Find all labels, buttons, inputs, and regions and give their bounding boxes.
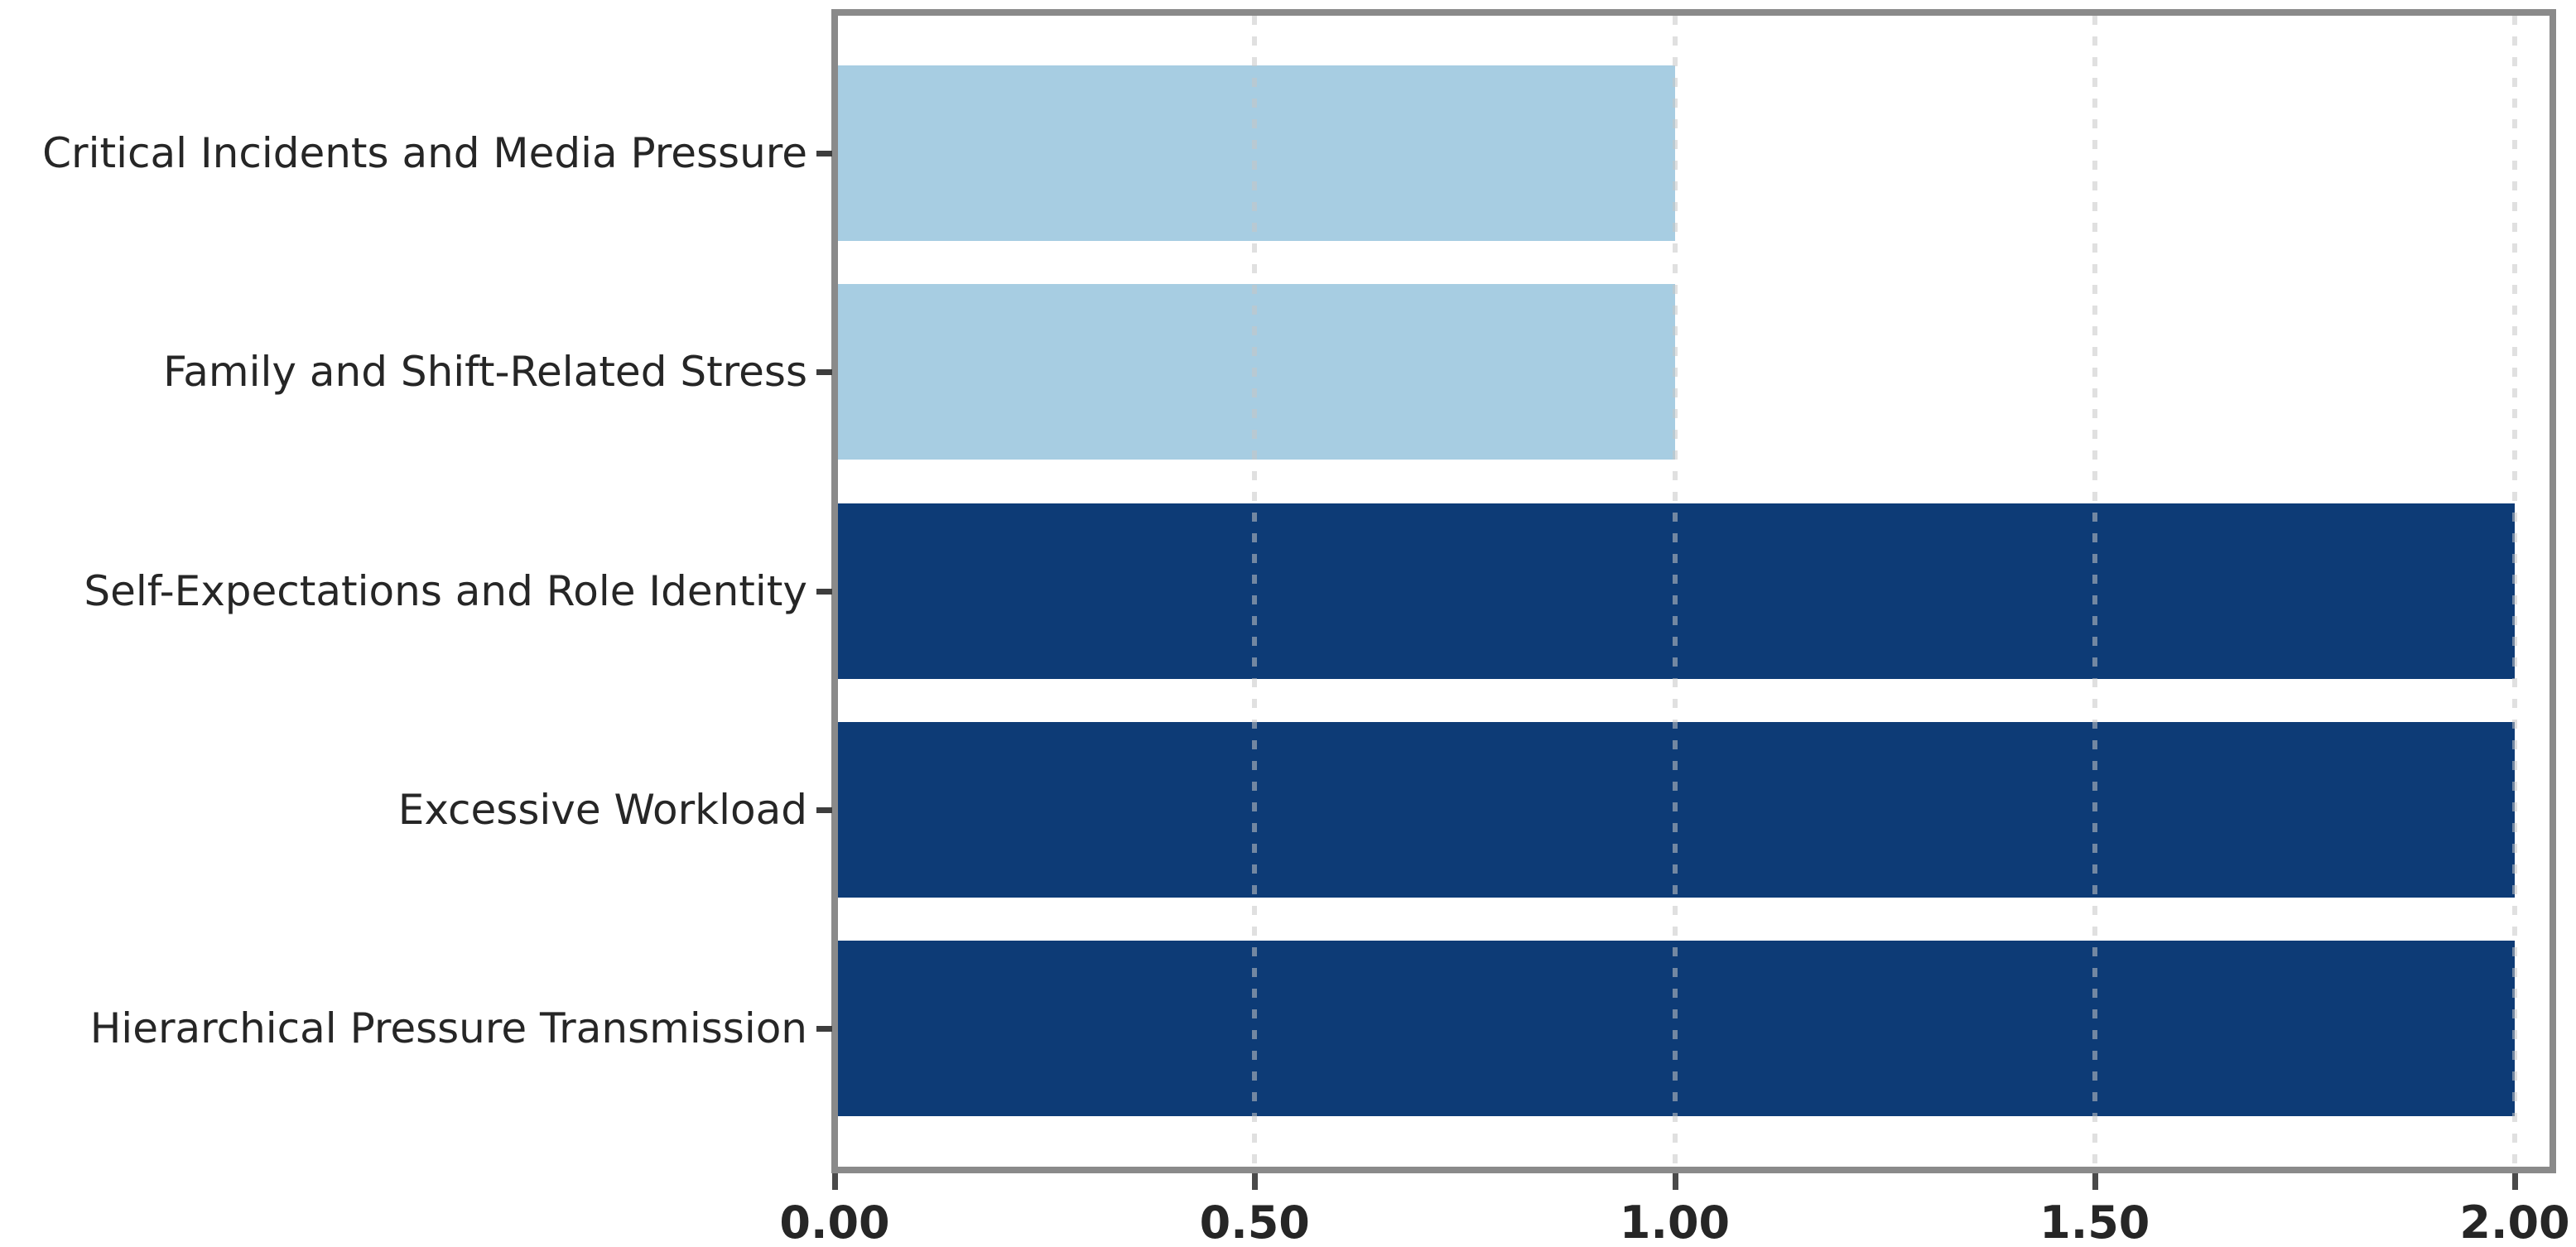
x-tick-1.50 — [2092, 1173, 2098, 1190]
x-tick-2.00 — [2512, 1173, 2518, 1190]
y-label-3: Excessive Workload — [397, 785, 807, 834]
y-tick-0 — [816, 151, 832, 156]
y-label-4: Hierarchical Pressure Transmission — [89, 1004, 807, 1052]
y-tick-2 — [816, 588, 832, 595]
y-label-0: Critical Incidents and Media Pressure — [42, 129, 807, 177]
x-tick-label-0.50: 0.50 — [1199, 1196, 1310, 1247]
x-tick-label-0.00: 0.00 — [779, 1196, 890, 1247]
gridline-1.50 — [2092, 16, 2097, 1167]
gridline-0.50 — [1252, 16, 1258, 1167]
gridline-2.00 — [2512, 16, 2517, 1167]
y-tick-1 — [816, 369, 832, 376]
x-tick-label-1.00: 1.00 — [1619, 1196, 1731, 1247]
plot-frame — [831, 9, 2556, 1173]
gridline-1.00 — [1672, 16, 1678, 1167]
x-tick-0.50 — [1252, 1173, 1259, 1190]
plot-area — [838, 16, 2550, 1167]
x-tick-label-1.50: 1.50 — [2039, 1196, 2150, 1247]
x-tick-1.00 — [1672, 1173, 1678, 1190]
y-label-2: Self-Expectations and Role Identity — [84, 566, 807, 615]
y-label-1: Family and Shift-Related Stress — [163, 348, 807, 397]
x-tick-0.00 — [832, 1173, 838, 1190]
y-tick-3 — [816, 806, 832, 813]
y-tick-4 — [816, 1026, 832, 1032]
x-tick-label-2.00: 2.00 — [2459, 1196, 2570, 1247]
